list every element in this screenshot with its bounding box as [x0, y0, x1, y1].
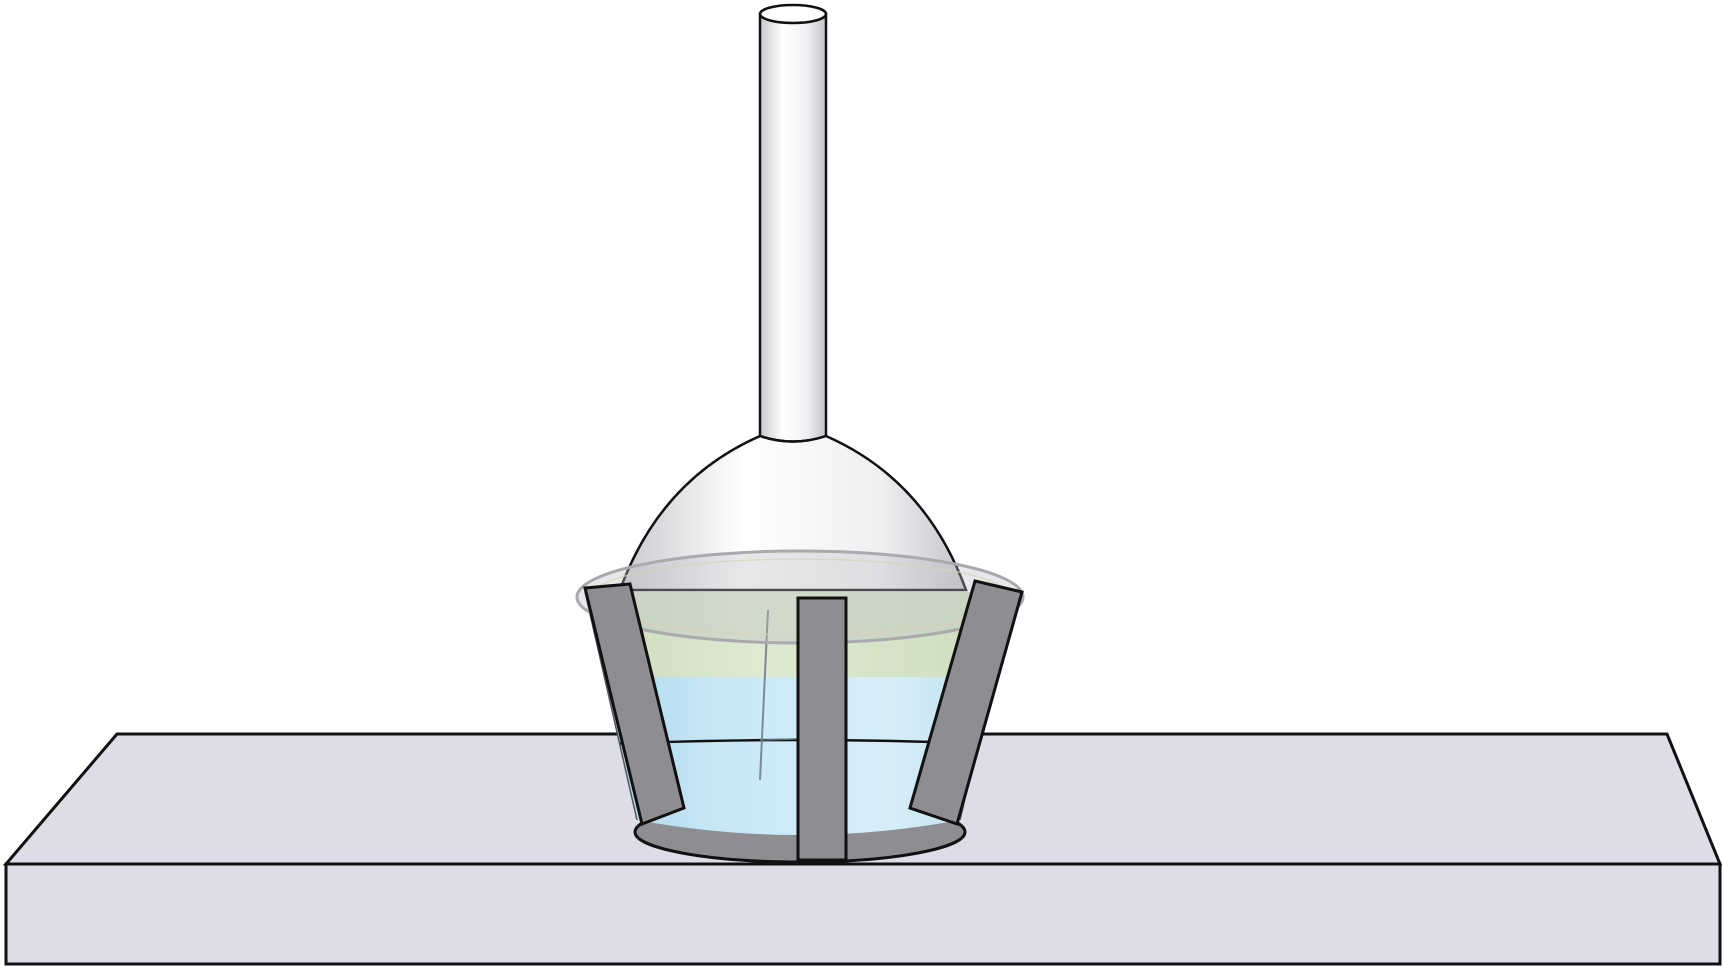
stand-band-left	[583, 582, 686, 827]
flask-seam-line	[759, 609, 769, 781]
flask-neck	[758, 12, 828, 444]
flask-neck-base	[759, 434, 827, 443]
stand-bands	[583, 579, 1024, 862]
stand-band-front	[796, 596, 848, 862]
flask-neck-opening	[758, 3, 828, 25]
stand-band-right	[908, 579, 1024, 826]
bench-front-face	[4, 862, 1722, 966]
